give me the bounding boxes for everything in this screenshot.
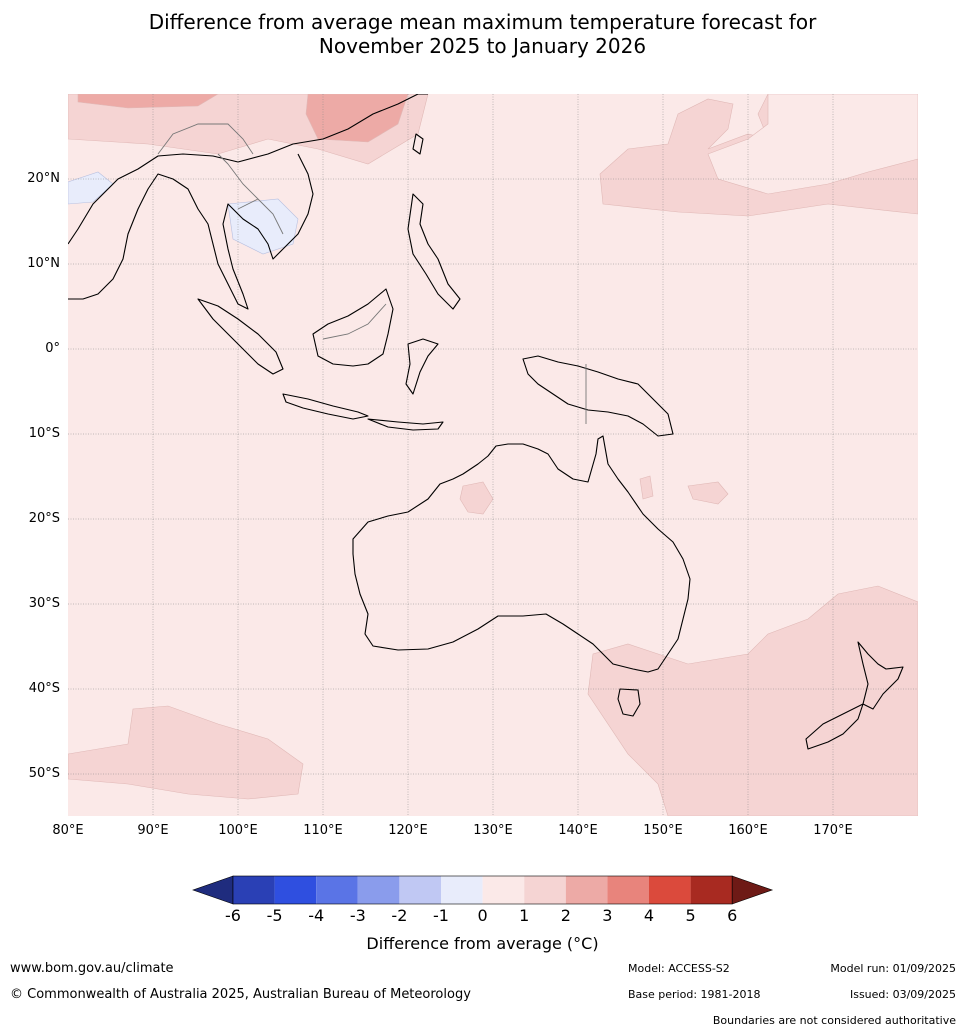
coast-taiwan bbox=[412, 133, 424, 155]
anomaly-region-pacific-north-inner bbox=[707, 94, 918, 195]
lon-label: 120°E bbox=[388, 823, 428, 838]
lat-label: 20°S bbox=[28, 510, 60, 526]
colorbar-tick-label: 5 bbox=[685, 906, 696, 925]
colorbar-label: Difference from average (°C) bbox=[366, 934, 599, 953]
lat-label: 50°S bbox=[28, 765, 60, 781]
lon-label: 80°E bbox=[52, 823, 84, 838]
colorbar-tick-label: -2 bbox=[391, 906, 408, 925]
title-line-2: November 2025 to January 2026 bbox=[318, 34, 647, 58]
lat-label: 10°N bbox=[27, 255, 60, 271]
coast-lesser-sunda bbox=[367, 418, 444, 431]
colorbar-extend-low bbox=[192, 875, 234, 905]
colorbar-segments bbox=[192, 875, 774, 905]
colorbar-tick-label: 1 bbox=[519, 906, 530, 925]
coastlines bbox=[68, 94, 904, 750]
chart-title: Difference from average mean maximum tem… bbox=[0, 10, 965, 58]
anomaly-region-southern-ocean-east bbox=[587, 585, 918, 816]
colorbar-segment bbox=[649, 876, 691, 904]
colorbar bbox=[192, 875, 774, 905]
map-panel bbox=[68, 94, 918, 816]
anomaly-region-southern-ocean-west bbox=[68, 705, 304, 800]
colorbar-tick-label: 6 bbox=[727, 906, 738, 925]
colorbar-tick-label: 4 bbox=[643, 906, 655, 925]
coast-se-asia bbox=[68, 94, 428, 310]
cool-anomaly-fills bbox=[68, 171, 299, 255]
title-line-1: Difference from average mean maximum tem… bbox=[148, 10, 817, 34]
lon-label: 150°E bbox=[643, 823, 683, 838]
coast-australia bbox=[352, 435, 691, 673]
colorbar-segment bbox=[524, 876, 566, 904]
colorbar-segment bbox=[357, 876, 400, 904]
coast-tasmania bbox=[617, 688, 641, 717]
border-indochina bbox=[157, 123, 284, 235]
colorbar-segment bbox=[607, 876, 649, 904]
lon-label: 160°E bbox=[728, 823, 768, 838]
colorbar-segment bbox=[274, 876, 317, 904]
footer-website: www.bom.gov.au/climate bbox=[10, 961, 174, 976]
map-svg bbox=[68, 94, 918, 816]
lat-label: 40°S bbox=[28, 680, 60, 696]
anomaly-region-kimberley bbox=[459, 481, 494, 515]
lon-label: 90°E bbox=[137, 823, 169, 838]
colorbar-tick-label: 3 bbox=[602, 906, 613, 925]
footer-copyright: © Commonwealth of Australia 2025, Austra… bbox=[10, 987, 471, 1002]
anomaly-region-indochina bbox=[227, 198, 299, 255]
coast-sulawesi bbox=[405, 338, 439, 395]
footer-model-run: Model run: 01/09/2025 bbox=[830, 962, 956, 975]
country-borders bbox=[157, 123, 587, 424]
lon-label: 100°E bbox=[218, 823, 258, 838]
colorbar-extend-high bbox=[731, 875, 774, 905]
lat-label: 30°S bbox=[28, 595, 60, 611]
footer-disclaimer: Boundaries are not considered authoritat… bbox=[712, 1014, 956, 1027]
lon-label: 110°E bbox=[303, 823, 343, 838]
colorbar-tick-label: -3 bbox=[349, 906, 366, 925]
colorbar-segment bbox=[441, 876, 483, 904]
colorbar-segment bbox=[316, 876, 358, 904]
coast-nz-south bbox=[805, 703, 864, 750]
coast-java bbox=[282, 393, 369, 420]
anomaly-region-coral-sea bbox=[687, 481, 729, 505]
colorbar-segment bbox=[565, 876, 608, 904]
colorbar-segment bbox=[399, 876, 441, 904]
anomaly-region-india-east bbox=[68, 171, 114, 205]
anomaly-fills bbox=[68, 94, 918, 816]
colorbar-segment bbox=[482, 876, 525, 904]
coast-philippines bbox=[407, 193, 461, 310]
coast-new-guinea bbox=[522, 355, 674, 437]
lat-label: 10°S bbox=[28, 425, 60, 441]
footer-model: Model: ACCESS-S2 bbox=[628, 962, 730, 975]
colorbar-tick-label: -1 bbox=[433, 906, 449, 925]
footer-base-period: Base period: 1981-2018 bbox=[628, 988, 761, 1001]
colorbar-segment bbox=[690, 876, 733, 904]
lon-label: 140°E bbox=[558, 823, 598, 838]
border-borneo bbox=[322, 303, 387, 340]
anomaly-region-china-2-3b bbox=[77, 94, 219, 109]
footer-issued: Issued: 03/09/2025 bbox=[849, 988, 956, 1001]
lat-label: 0° bbox=[45, 340, 60, 356]
colorbar-tick-label: -4 bbox=[308, 906, 325, 925]
colorbar-tick-label: -6 bbox=[225, 906, 241, 925]
colorbar-tick-label: -5 bbox=[266, 906, 283, 925]
colorbar-segment bbox=[233, 876, 275, 904]
lon-label: 130°E bbox=[473, 823, 513, 838]
anomaly-region-china-2-3 bbox=[305, 94, 409, 143]
colorbar-outline bbox=[232, 875, 733, 905]
coast-sumatra bbox=[197, 298, 284, 375]
coast-nz-north bbox=[857, 641, 904, 710]
lon-label: 170°E bbox=[813, 823, 853, 838]
coast-borneo bbox=[312, 288, 394, 367]
colorbar-tick-label: 0 bbox=[477, 906, 488, 925]
lat-label: 20°N bbox=[27, 170, 60, 186]
anomaly-region-cape-york bbox=[639, 475, 654, 500]
colorbar-tick-label: 2 bbox=[560, 906, 571, 925]
